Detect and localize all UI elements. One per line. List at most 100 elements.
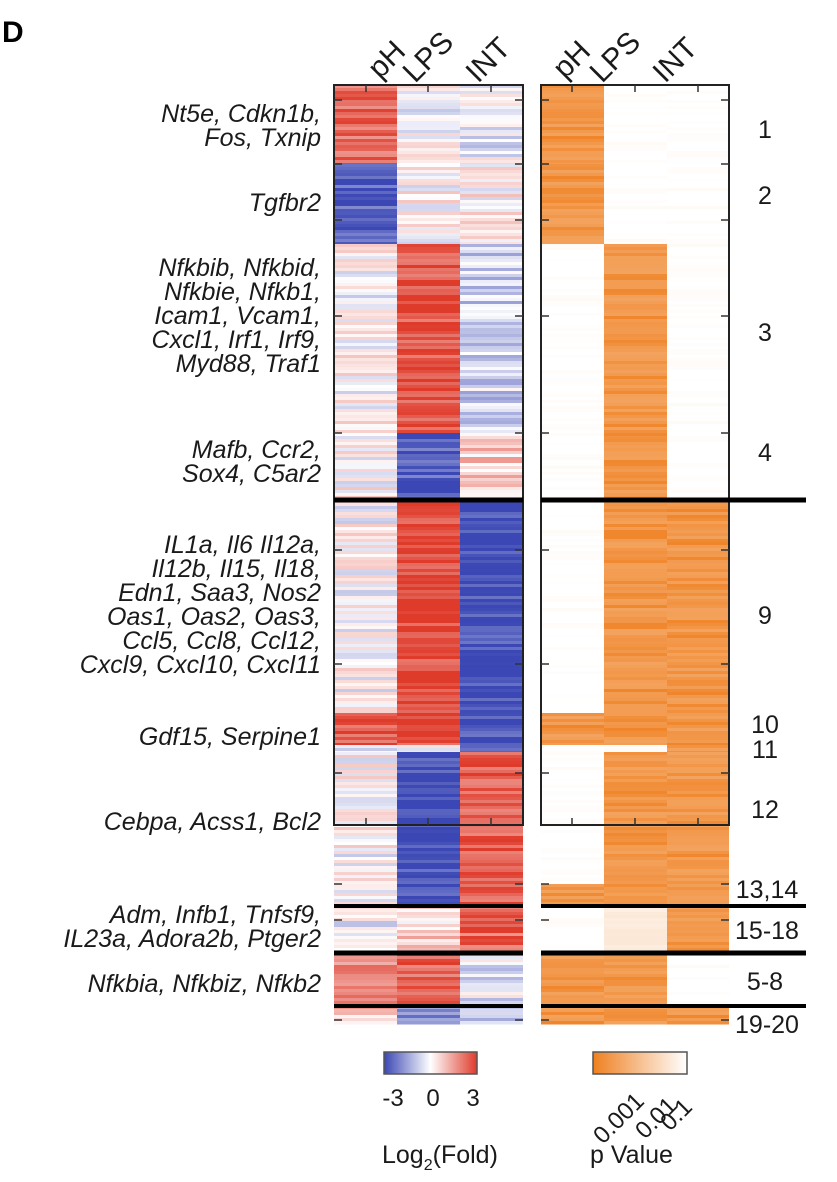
fold-heatmap-cell (334, 927, 397, 931)
fold-heatmap-cell (397, 899, 460, 903)
p-heatmap-cell (667, 977, 729, 981)
p-heatmap-cell (667, 109, 729, 113)
fold-heatmap-cell (397, 506, 460, 510)
fold-heatmap-cell (460, 860, 523, 864)
p-heatmap-cell (667, 863, 729, 867)
fold-heatmap-cell (460, 617, 523, 621)
fold-heatmap-cell (334, 1001, 397, 1005)
fold-heatmap-cell (460, 307, 523, 311)
fold-heatmap-cell (460, 130, 523, 134)
fold-heatmap-cell (397, 698, 460, 702)
p-heatmap-cell (541, 160, 604, 164)
gene-label: IL1a, Il6 Il12a, (164, 531, 321, 559)
p-heatmap-cell (604, 893, 667, 897)
fold-heatmap-cell (460, 298, 523, 302)
p-heatmap-cell (667, 1009, 729, 1013)
fold-heatmap-cell (460, 998, 523, 1002)
p-heatmap-cell (667, 154, 729, 158)
fold-heatmap-cell (460, 1021, 523, 1025)
fold-heatmap-cell (334, 209, 397, 213)
p-heatmap-cell (667, 472, 729, 476)
p-heatmap-cell (667, 713, 729, 717)
p-heatmap-cell (604, 872, 667, 876)
p-heatmap-cell (604, 391, 667, 395)
fold-heatmap-cell (334, 779, 397, 783)
p-heatmap-cell (667, 755, 729, 759)
fold-heatmap-cell (460, 373, 523, 377)
p-heatmap-cell (604, 124, 667, 128)
fold-heatmap-cell (334, 394, 397, 398)
p-heatmap-cell (667, 460, 729, 464)
p-heatmap-cell (667, 611, 729, 615)
fold-heatmap-cell (460, 343, 523, 347)
fold-heatmap-cell (397, 457, 460, 461)
fold-heatmap-cell (334, 921, 397, 925)
p-heatmap-cell (541, 328, 604, 332)
fold-heatmap-cell (460, 203, 523, 207)
fold-heatmap-cell (334, 575, 397, 579)
fold-heatmap-cell (334, 748, 397, 752)
p-heatmap-cell (604, 752, 667, 756)
p-heatmap-cell (541, 854, 604, 858)
p-heatmap-cell (541, 776, 604, 780)
p-heatmap-cell (604, 385, 667, 389)
fold-heatmap-cell (397, 638, 460, 642)
p-heatmap-cell (541, 878, 604, 882)
fold-heatmap-cell (460, 656, 523, 660)
fold-heatmap-cell (334, 118, 397, 122)
p-heatmap-cell (541, 992, 604, 996)
p-heatmap-cell (667, 782, 729, 786)
p-heatmap-cell (604, 701, 667, 705)
p-heatmap-cell (667, 965, 729, 969)
p-heatmap-cell (541, 748, 604, 752)
fold-heatmap-cell (460, 671, 523, 675)
p-heatmap-cell (604, 572, 667, 576)
fold-heatmap-cell (397, 945, 460, 949)
p-heatmap-cell (667, 998, 729, 1002)
p-heatmap-cell (541, 343, 604, 347)
p-heatmap-cell (667, 163, 729, 165)
fold-heatmap-cell (460, 851, 523, 855)
p-heatmap-cell (604, 319, 667, 323)
fold-heatmap-cell (334, 1015, 397, 1019)
fold-heatmap-cell (334, 701, 397, 705)
p-heatmap-cell (604, 454, 667, 458)
p-heatmap-cell (667, 641, 729, 645)
fold-heatmap-cell (334, 560, 397, 564)
fold-heatmap-cell (397, 406, 460, 410)
p-heatmap-cell (604, 142, 667, 146)
p-heatmap-cell (604, 100, 667, 104)
fold-legend-title-tail: (Fold) (433, 1141, 498, 1169)
fold-heatmap-cell (334, 662, 397, 666)
fold-heatmap-cell (460, 448, 523, 452)
p-heatmap-cell (604, 719, 667, 723)
p-heatmap-cell (667, 331, 729, 335)
p-heatmap-cell (541, 869, 604, 873)
fold-heatmap-cell (397, 94, 460, 98)
fold-heatmap-cell (397, 442, 460, 446)
p-heatmap-cell (667, 536, 729, 540)
fold-heatmap-cell (460, 551, 523, 555)
fold-heatmap-cell (397, 325, 460, 329)
fold-heatmap-cell (397, 635, 460, 639)
fold-heatmap-cell (460, 151, 523, 155)
p-heatmap-cell (541, 439, 604, 443)
p-heatmap-cell (604, 533, 667, 537)
p-heatmap-cell (541, 512, 604, 516)
p-heatmap-cell (604, 490, 667, 494)
p-heatmap-cell (604, 743, 667, 746)
p-heatmap-cell (667, 623, 729, 627)
fold-heatmap-cell (397, 148, 460, 152)
p-heatmap-cell (667, 127, 729, 131)
fold-heatmap-cell (460, 737, 523, 741)
fold-heatmap-cell (334, 962, 397, 966)
p-heatmap-cell (541, 945, 604, 949)
fold-heatmap-cell (397, 548, 460, 552)
p-heatmap-cell (604, 974, 667, 978)
fold-heatmap-cell (460, 385, 523, 389)
fold-heatmap-cell (397, 620, 460, 624)
fold-heatmap-cell (334, 842, 397, 846)
p-heatmap-cell (541, 890, 604, 894)
p-heatmap-cell (667, 596, 729, 600)
p-heatmap-cell (541, 430, 604, 434)
